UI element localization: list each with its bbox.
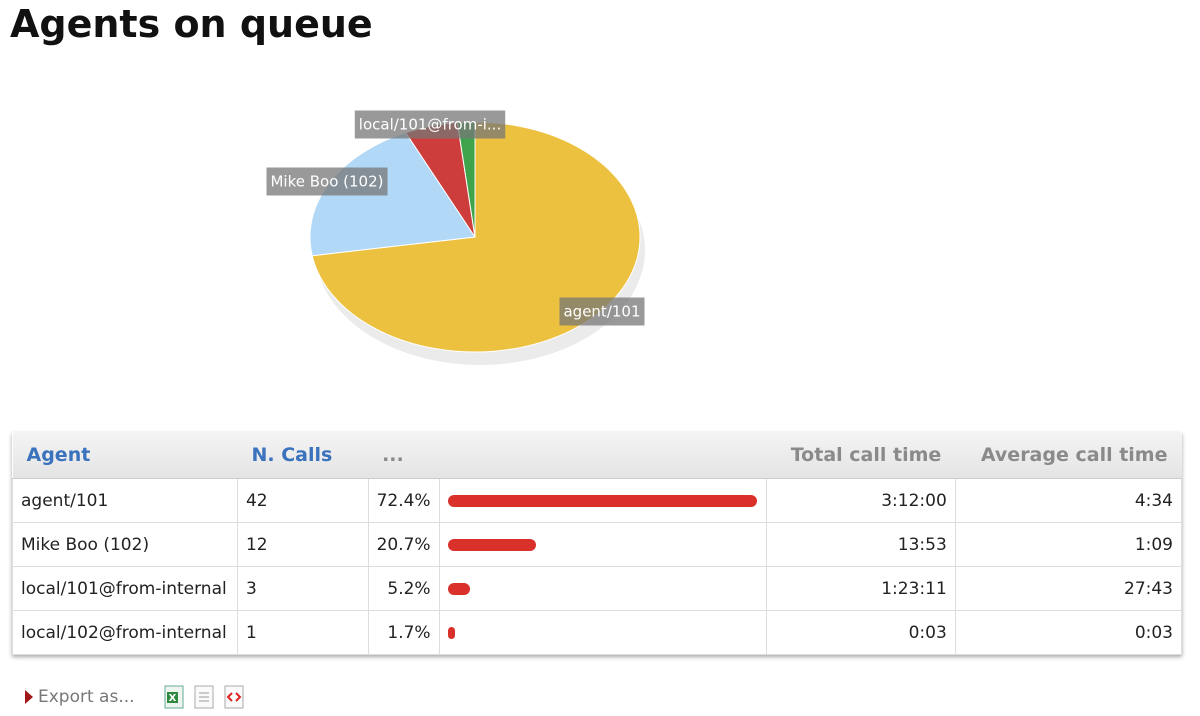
percent-cell: 5.2% xyxy=(367,566,440,611)
total-time-cell: 3:12:00 xyxy=(765,478,956,523)
column-header: ... xyxy=(368,432,767,479)
export-label[interactable]: Export as... xyxy=(38,687,135,707)
percent-cell: 72.4% xyxy=(367,478,440,523)
column-header: Agent xyxy=(12,432,238,479)
arrow-icon xyxy=(25,690,33,704)
calls-cell: 3 xyxy=(236,566,369,611)
agents-table: Agent N. Calls... Total call time Average c… xyxy=(12,432,1183,655)
percent-bar xyxy=(447,582,470,595)
export-icons: X xyxy=(164,685,244,709)
table-row: local/101@from-internal 3 5.2% 1:23:11 27:43 xyxy=(12,566,1183,611)
column-header: Average call time xyxy=(955,432,1182,479)
slice-label: local/101@from-i... xyxy=(359,116,501,134)
bar-cell xyxy=(438,522,767,567)
header-row: Agent N. Calls... Total call time Average c… xyxy=(12,432,1182,479)
agent-cell: local/102@from-internal xyxy=(12,610,238,655)
calls-cell: 1 xyxy=(236,610,369,655)
page-title: Agents on queue xyxy=(10,2,373,46)
slice-label: agent/101 xyxy=(563,303,640,321)
label-box xyxy=(559,297,645,326)
xml-icon[interactable] xyxy=(224,685,244,709)
average-time-cell: 27:43 xyxy=(954,566,1183,611)
slice-label: Mike Boo (102) xyxy=(270,173,383,191)
bar-cell xyxy=(438,566,767,611)
percent-bar xyxy=(447,626,455,639)
pie-chart: agent/101 Mike Boo (102) local/101@from-i.… xyxy=(266,110,645,365)
agent-cell: agent/101 xyxy=(12,478,238,523)
percent-cell: 20.7% xyxy=(367,522,440,567)
bar-cell xyxy=(438,478,767,523)
excel-icon[interactable]: X xyxy=(164,685,184,709)
table-row: local/102@from-internal 1 1.7% 0:03 0:03 xyxy=(12,610,1183,655)
average-time-cell: 0:03 xyxy=(954,610,1183,655)
total-time-cell: 13:53 xyxy=(765,522,956,567)
agent-cell: local/101@from-internal xyxy=(12,566,238,611)
bar-cell xyxy=(438,610,767,655)
total-time-cell: 0:03 xyxy=(765,610,956,655)
table-row: Mike Boo (102) 12 20.7% 13:53 1:09 xyxy=(12,522,1183,567)
label-box xyxy=(266,167,388,196)
agent-cell: Mike Boo (102) xyxy=(12,522,238,567)
text-icon[interactable] xyxy=(194,685,214,709)
calls-cell: 42 xyxy=(236,478,369,523)
total-time-cell: 1:23:11 xyxy=(765,566,956,611)
calls-cell: 12 xyxy=(236,522,369,567)
column-header: N. Calls xyxy=(237,432,369,479)
percent-bar xyxy=(447,494,758,507)
svg-text:X: X xyxy=(168,693,176,704)
percent-bar xyxy=(447,538,537,551)
average-time-cell: 1:09 xyxy=(954,522,1183,567)
export-bar: Export as... X xyxy=(24,684,263,710)
table-row: agent/101 42 72.4% 3:12:00 4:34 xyxy=(12,478,1183,523)
label-box xyxy=(354,110,506,139)
percent-cell: 1.7% xyxy=(367,610,440,655)
column-header: Total call time xyxy=(766,432,956,479)
average-time-cell: 4:34 xyxy=(954,478,1183,523)
